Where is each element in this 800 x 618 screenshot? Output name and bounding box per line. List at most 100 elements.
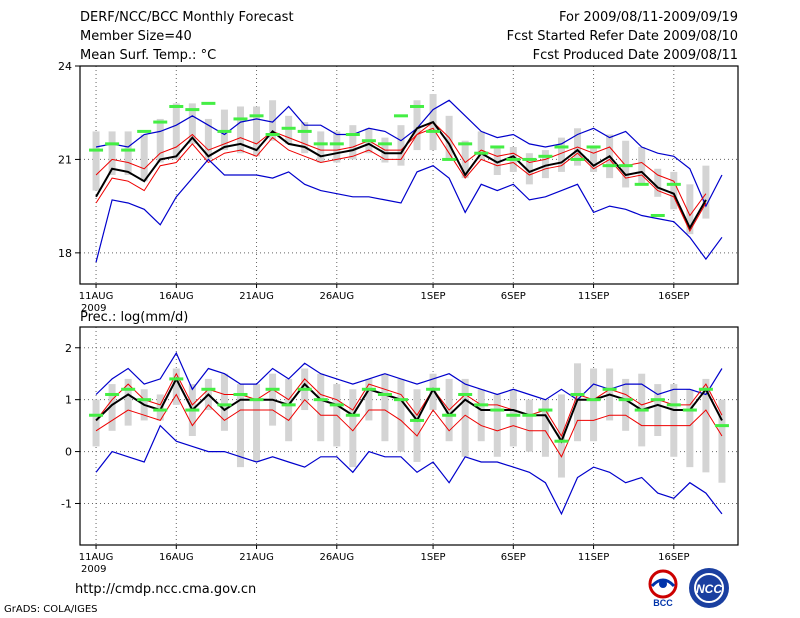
observed-bar: [410, 418, 425, 422]
spread-box: [461, 140, 469, 179]
spread-box: [124, 378, 132, 426]
precip-title: Prec.: log(mm/d): [80, 310, 188, 325]
observed-bar: [442, 157, 457, 161]
chart-title: DERF/NCC/BCC Monthly Forecast: [80, 10, 294, 25]
spread-box: [525, 399, 533, 452]
spread-box: [397, 125, 405, 166]
spread-box: [317, 131, 325, 163]
observed-bar: [345, 133, 360, 137]
spread-box: [461, 378, 469, 457]
spread-box: [413, 389, 421, 462]
y-tick-label: 1: [65, 394, 72, 407]
spread-box: [557, 137, 565, 172]
observed-bar: [249, 398, 264, 402]
observed-bar: [458, 392, 473, 396]
observed-bar: [105, 142, 120, 146]
x-tick-label: 1SEP: [421, 291, 446, 302]
ncc-logo: NCC: [689, 568, 729, 608]
observed-bar: [698, 387, 713, 391]
y-tick-label: 21: [58, 153, 72, 166]
x-tick-label: 26AUG: [319, 291, 354, 302]
observed-bar: [410, 104, 425, 108]
spread-box: [670, 384, 678, 457]
observed-bar: [329, 142, 344, 146]
x-tick-label: 16SEP: [658, 552, 689, 563]
observed-bar: [329, 403, 344, 407]
observed-bar: [490, 408, 505, 412]
series-line-upper: [95, 121, 707, 217]
forecast-period: For 2009/08/11-2009/09/19: [559, 10, 738, 25]
observed-bar: [169, 377, 184, 381]
spread-box: [236, 106, 244, 154]
observed-bar: [105, 392, 120, 396]
chart-panel-2: -1 0 1 2 11AUG 16AUG 21AUG 26AUG 1SEP 6SEP 11SEP 16…: [61, 310, 739, 575]
observed-bar: [442, 413, 457, 417]
observed-bar: [393, 114, 408, 118]
spread-box: [541, 150, 549, 179]
observed-bar: [137, 129, 152, 133]
observed-bar: [586, 398, 601, 402]
spread-box: [156, 394, 164, 421]
observed-bar: [201, 101, 216, 105]
observed-bar: [153, 120, 168, 124]
bcc-logo: BCC: [648, 569, 678, 608]
observed-bar: [265, 133, 280, 137]
spread-box: [525, 153, 533, 185]
spread-box: [172, 103, 180, 160]
spread-box: [477, 131, 485, 160]
spread-box: [718, 399, 726, 483]
spread-box: [301, 122, 309, 154]
spread-box: [702, 165, 710, 219]
y-tick-label: 2: [65, 342, 72, 355]
observed-bar: [474, 403, 489, 407]
observed-bar: [602, 164, 617, 168]
observed-bar: [554, 145, 569, 149]
start-date: Fcst Started Refer Date 2009/08/10: [506, 29, 738, 44]
spread-box: [670, 171, 678, 210]
series-line-upper: [95, 372, 723, 438]
observed-bar: [538, 154, 553, 158]
observed-bar: [522, 157, 537, 161]
plot-frame: [79, 326, 739, 546]
spread-box: [108, 384, 116, 431]
x-tick-label: 26AUG: [319, 552, 354, 563]
observed-bar: [522, 413, 537, 417]
spread-box: [397, 378, 405, 452]
observed-bar: [458, 142, 473, 146]
spread-box: [285, 115, 293, 144]
observed-bar: [506, 413, 521, 417]
observed-bar: [89, 413, 104, 417]
observed-bar: [361, 139, 376, 143]
observed-bar: [297, 387, 312, 391]
observed-bar: [281, 403, 296, 407]
observed-bar: [474, 151, 489, 155]
spread-box: [253, 106, 261, 157]
plot-frame: [79, 65, 739, 285]
observed-bar: [217, 129, 232, 133]
spread-box: [590, 146, 598, 172]
spread-box: [220, 109, 228, 151]
observed-bar: [634, 408, 649, 412]
x-tick-label: 11SEP: [578, 552, 609, 563]
spread-box: [269, 100, 277, 141]
spread-box: [349, 389, 357, 468]
observed-bar: [233, 392, 248, 396]
observed-bar: [217, 403, 232, 407]
spread-box: [365, 378, 373, 421]
x-tick-label: 11AUG: [79, 552, 114, 563]
observed-bar: [281, 126, 296, 130]
spread-box: [236, 384, 244, 468]
observed-bar: [377, 142, 392, 146]
spread-box: [413, 100, 421, 151]
observed-bar: [634, 182, 649, 186]
y-tick-label: 18: [58, 247, 72, 260]
observed-bar: [185, 108, 200, 112]
spread-box: [686, 389, 694, 468]
observed-bar: [650, 398, 665, 402]
spread-box: [253, 384, 261, 462]
observed-bar: [426, 129, 441, 133]
series-line-lower: [95, 393, 723, 458]
source-url[interactable]: http://cmdp.ncc.cma.gov.cn: [75, 582, 257, 597]
spread-box: [429, 373, 437, 411]
